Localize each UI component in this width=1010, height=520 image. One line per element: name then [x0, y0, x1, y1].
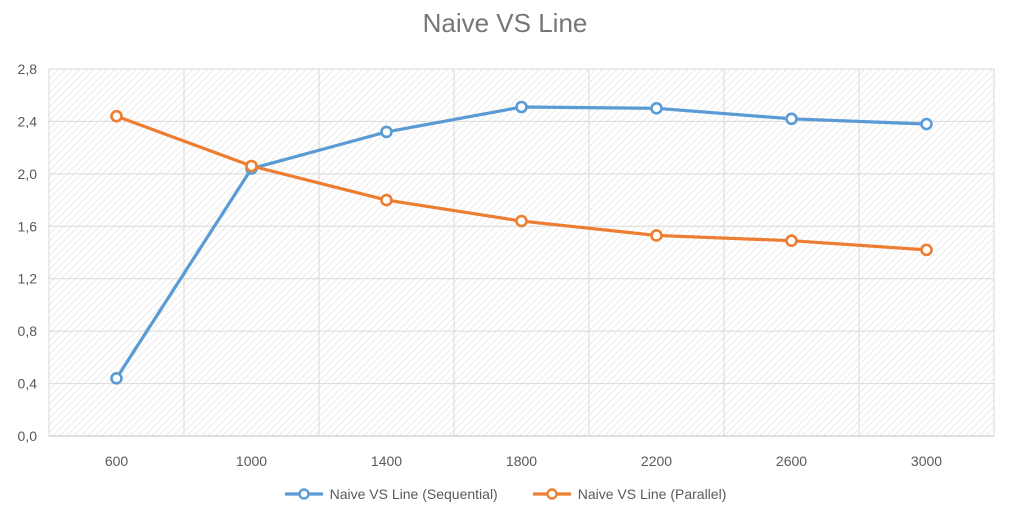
y-tick-label: 0,4	[18, 376, 38, 392]
legend-swatch	[284, 488, 323, 500]
x-tick-label: 3000	[911, 453, 942, 469]
y-tick-label: 0,8	[18, 323, 38, 339]
chart-title: Naive VS Line	[422, 8, 588, 38]
y-tick-label: 2,0	[18, 166, 38, 182]
y-tick-label: 1,2	[18, 271, 38, 287]
data-point	[380, 125, 393, 139]
x-tick-label: 1800	[506, 453, 537, 469]
y-tick-label: 1,6	[18, 218, 38, 234]
data-point	[920, 243, 933, 257]
data-point	[785, 112, 798, 126]
data-point	[785, 234, 798, 248]
plot-area	[49, 69, 994, 436]
legend-item: Naive VS Line (Parallel)	[532, 486, 727, 502]
x-tick-label: 600	[105, 453, 129, 469]
data-point	[110, 372, 123, 385]
data-point	[515, 100, 528, 114]
data-point	[245, 159, 258, 173]
data-point	[650, 102, 663, 115]
legend-swatch	[532, 488, 571, 500]
x-tick-label: 1000	[236, 453, 267, 469]
data-point	[380, 193, 393, 207]
axes: 0,0 0,4 0,8 1,2 1,6 2,0 2,4 2,8 600 1000 1400 1800 2…	[18, 61, 994, 469]
x-tick-label: 1400	[371, 453, 402, 469]
data-point	[515, 214, 528, 228]
gridlines	[48, 68, 995, 437]
data-point	[920, 117, 933, 131]
legend-label: Naive VS Line (Parallel)	[577, 486, 727, 502]
legend-label: Naive VS Line (Sequential)	[329, 486, 498, 502]
legend-item: Naive VS Line (Sequential)	[284, 486, 498, 502]
data-point	[110, 109, 123, 123]
y-tick-label: 2,8	[18, 61, 38, 77]
x-tick-label: 2600	[776, 453, 807, 469]
y-tick-label: 2,4	[18, 113, 38, 129]
legend: Naive VS Line (Sequential) Naive VS Line …	[0, 486, 1010, 502]
data-point	[650, 229, 663, 242]
y-tick-label: 0,0	[18, 428, 38, 444]
x-tick-label: 2200	[641, 453, 672, 469]
series-parallel	[110, 109, 933, 257]
series-layer	[110, 100, 933, 385]
